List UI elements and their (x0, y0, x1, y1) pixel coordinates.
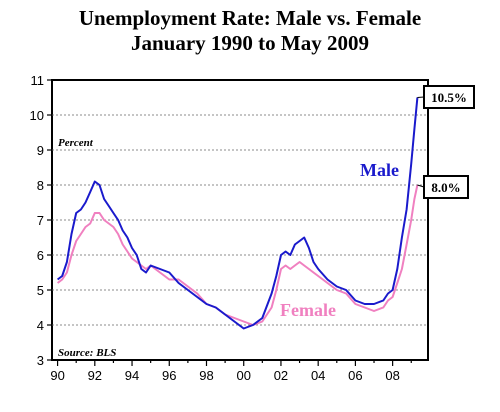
y-tick-label: 3 (37, 353, 44, 368)
x-tick-label: 06 (348, 368, 362, 383)
y-axis: 3 4 5 6 7 8 9 10 11 (30, 73, 52, 368)
female-callout-leader (417, 184, 425, 188)
x-tick-label: 96 (162, 368, 176, 383)
x-tick-label: 02 (274, 368, 288, 383)
female-series-line (56, 184, 419, 326)
chart-title: Unemployment Rate: Male vs. Female (78, 6, 422, 30)
female-callout-label: 8.0% (431, 180, 460, 195)
y-tick-label: 10 (30, 108, 44, 123)
male-callout-box (423, 85, 475, 109)
male-series-label: Male (360, 160, 399, 180)
x-tick-label: 08 (385, 368, 399, 383)
y-tick-label: 8 (37, 178, 44, 193)
x-tick-label: 04 (311, 368, 325, 383)
chart-subtitle: January 1990 to May 2009 (131, 31, 369, 55)
female-series-label: Female (280, 300, 336, 320)
source-note: Source: BLS (58, 347, 116, 359)
female-callout-box (423, 175, 469, 199)
y-tick-label: 9 (37, 143, 44, 158)
x-tick-label: 98 (199, 368, 213, 383)
series-lines (56, 96, 425, 330)
y-tick-label: 6 (37, 248, 44, 263)
female-callout: 8.0% (423, 175, 469, 199)
male-series-line (56, 97, 419, 330)
percent-note: Percent (58, 137, 94, 149)
y-tick-label: 5 (37, 283, 44, 298)
x-tick-label: 92 (88, 368, 102, 383)
y-tick-label: 11 (31, 73, 45, 88)
gridlines (52, 114, 428, 326)
male-callout: 10.5% (423, 85, 475, 109)
x-axis: 90 92 94 96 98 00 02 04 06 08 (50, 360, 412, 383)
x-tick-label: 00 (236, 368, 250, 383)
y-tick-label: 4 (37, 318, 44, 333)
y-tick-label: 7 (37, 213, 44, 228)
male-callout-leader (417, 96, 425, 98)
x-tick-label: 90 (50, 368, 64, 383)
chart-title-block: Unemployment Rate: Male vs. Female Janua… (0, 6, 500, 56)
male-callout-label: 10.5% (431, 90, 467, 105)
x-tick-label: 94 (125, 368, 139, 383)
